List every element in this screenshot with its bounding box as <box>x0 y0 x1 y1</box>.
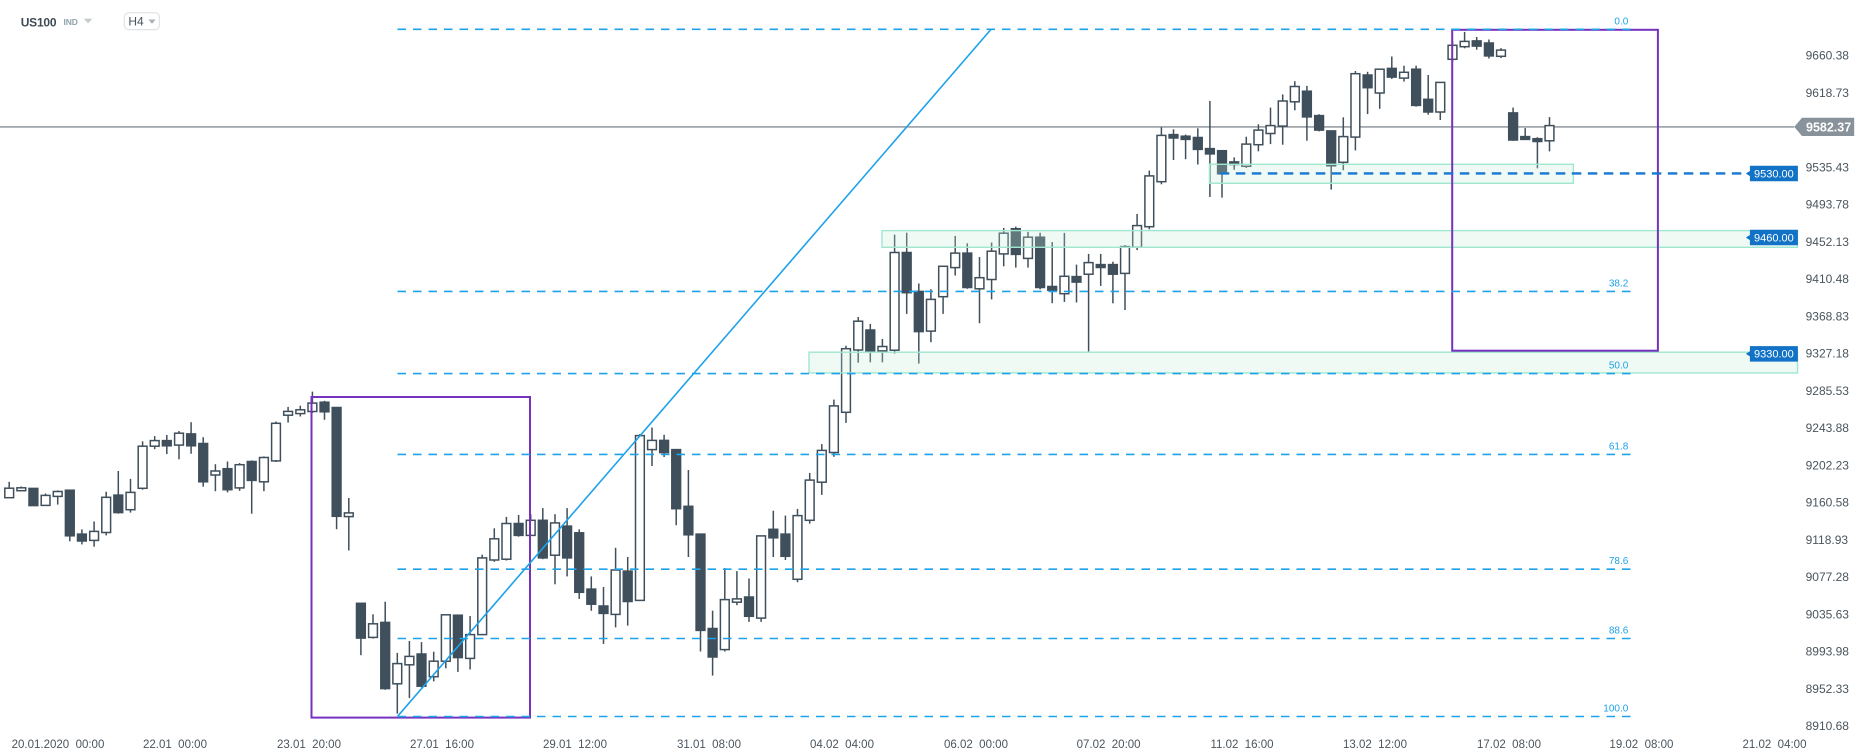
svg-text:0.0: 0.0 <box>1614 16 1628 27</box>
svg-text:9618.73: 9618.73 <box>1806 86 1850 100</box>
svg-text:38.2: 38.2 <box>1609 278 1629 289</box>
svg-text:9582.37: 9582.37 <box>1806 120 1851 134</box>
svg-text:9035.63: 9035.63 <box>1806 607 1850 621</box>
svg-text:9330.00: 9330.00 <box>1754 349 1794 361</box>
svg-text:8910.68: 8910.68 <box>1806 719 1850 733</box>
svg-text:9460.00: 9460.00 <box>1754 232 1794 244</box>
svg-text:9452.13: 9452.13 <box>1806 235 1850 249</box>
svg-text:29.01 12:00: 29.01 12:00 <box>543 739 607 751</box>
svg-text:04.02 04:00: 04.02 04:00 <box>810 739 874 751</box>
svg-text:9118.93: 9118.93 <box>1806 533 1849 547</box>
svg-text:22.01 00:00: 22.01 00:00 <box>143 739 207 751</box>
svg-text:9077.28: 9077.28 <box>1806 570 1850 584</box>
svg-text:23.01 20:00: 23.01 20:00 <box>277 739 341 751</box>
svg-text:9660.38: 9660.38 <box>1806 49 1850 63</box>
svg-text:9530.00: 9530.00 <box>1754 168 1794 180</box>
svg-text:US100: US100 <box>21 15 57 29</box>
svg-text:IND: IND <box>64 17 78 27</box>
svg-text:13.02 12:00: 13.02 12:00 <box>1343 739 1407 751</box>
svg-text:19.02 08:00: 19.02 08:00 <box>1609 739 1673 751</box>
svg-text:9243.88: 9243.88 <box>1806 421 1850 435</box>
svg-text:50.0: 50.0 <box>1609 361 1629 372</box>
svg-text:88.6: 88.6 <box>1609 626 1629 637</box>
svg-text:11.02 16:00: 11.02 16:00 <box>1210 739 1273 751</box>
svg-text:20.01.2020 00:00: 20.01.2020 00:00 <box>12 739 105 751</box>
svg-text:8993.98: 8993.98 <box>1806 645 1850 659</box>
svg-text:9202.23: 9202.23 <box>1806 458 1850 472</box>
svg-text:9327.18: 9327.18 <box>1806 347 1850 361</box>
svg-text:H4: H4 <box>128 15 144 29</box>
svg-text:8952.33: 8952.33 <box>1806 682 1850 696</box>
svg-text:06.02 00:00: 06.02 00:00 <box>944 739 1008 751</box>
svg-text:78.6: 78.6 <box>1609 556 1629 567</box>
svg-text:9285.53: 9285.53 <box>1806 384 1850 398</box>
svg-text:21.02 04:00: 21.02 04:00 <box>1743 739 1807 751</box>
svg-text:9368.83: 9368.83 <box>1806 309 1850 323</box>
svg-text:61.8: 61.8 <box>1609 441 1629 452</box>
svg-text:9410.48: 9410.48 <box>1806 272 1850 286</box>
svg-text:07.02 20:00: 07.02 20:00 <box>1077 739 1141 751</box>
svg-text:9160.58: 9160.58 <box>1806 496 1850 510</box>
svg-text:31.01 08:00: 31.01 08:00 <box>677 739 741 751</box>
svg-text:9493.78: 9493.78 <box>1806 198 1850 212</box>
svg-text:27.01 16:00: 27.01 16:00 <box>410 739 474 751</box>
svg-text:9535.43: 9535.43 <box>1806 161 1850 175</box>
svg-text:100.0: 100.0 <box>1603 704 1628 715</box>
svg-text:17.02 08:00: 17.02 08:00 <box>1477 739 1541 751</box>
